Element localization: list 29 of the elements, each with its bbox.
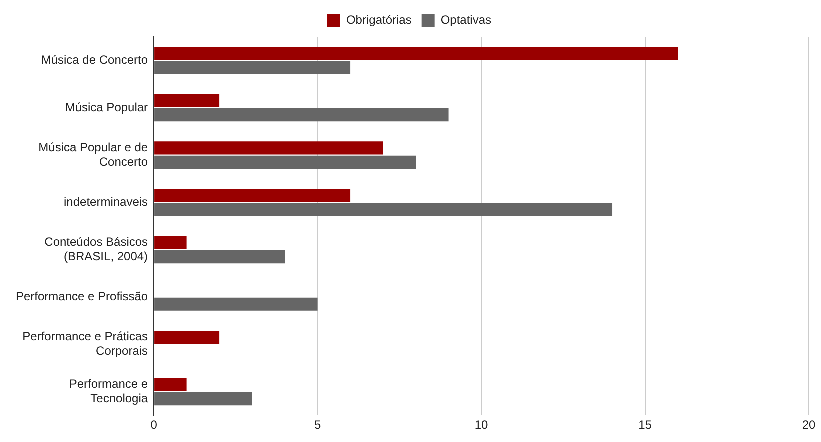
x-tick-label: 0 — [150, 418, 158, 432]
legend-label: Obrigatórias — [346, 12, 412, 27]
bar — [154, 378, 187, 392]
bar — [154, 156, 416, 169]
y-tick-label: Música de Concerto — [41, 52, 148, 67]
x-tick-label: 10 — [474, 418, 489, 432]
legend-label: Optativas — [440, 12, 492, 27]
y-tick-label: Performance e Práticas Corporais — [22, 330, 148, 358]
bar — [154, 94, 220, 108]
bar — [154, 298, 318, 311]
x-tick-label: 20 — [802, 418, 816, 432]
bar — [154, 203, 613, 216]
y-tick-label: Performance e Profissão — [16, 290, 148, 304]
y-tick-label: Música Popular e de Concerto — [38, 140, 148, 169]
bar — [154, 189, 351, 202]
bar — [154, 142, 384, 155]
y-tick-label: Performance e Tecnologia — [69, 377, 148, 406]
y-tick-label: Conteúdos Básicos (BRASIL, 2004) — [44, 235, 148, 264]
bar — [154, 108, 449, 122]
bar — [154, 330, 220, 344]
y-tick-label: indeterminaveis — [64, 194, 148, 209]
bar — [154, 392, 252, 406]
x-tick-label: 5 — [314, 418, 322, 432]
x-tick-label: 15 — [638, 418, 652, 432]
bar — [154, 236, 187, 250]
bar — [154, 250, 286, 264]
bar — [154, 61, 351, 74]
bar — [154, 47, 678, 60]
y-tick-label: Música Popular — [65, 100, 148, 114]
